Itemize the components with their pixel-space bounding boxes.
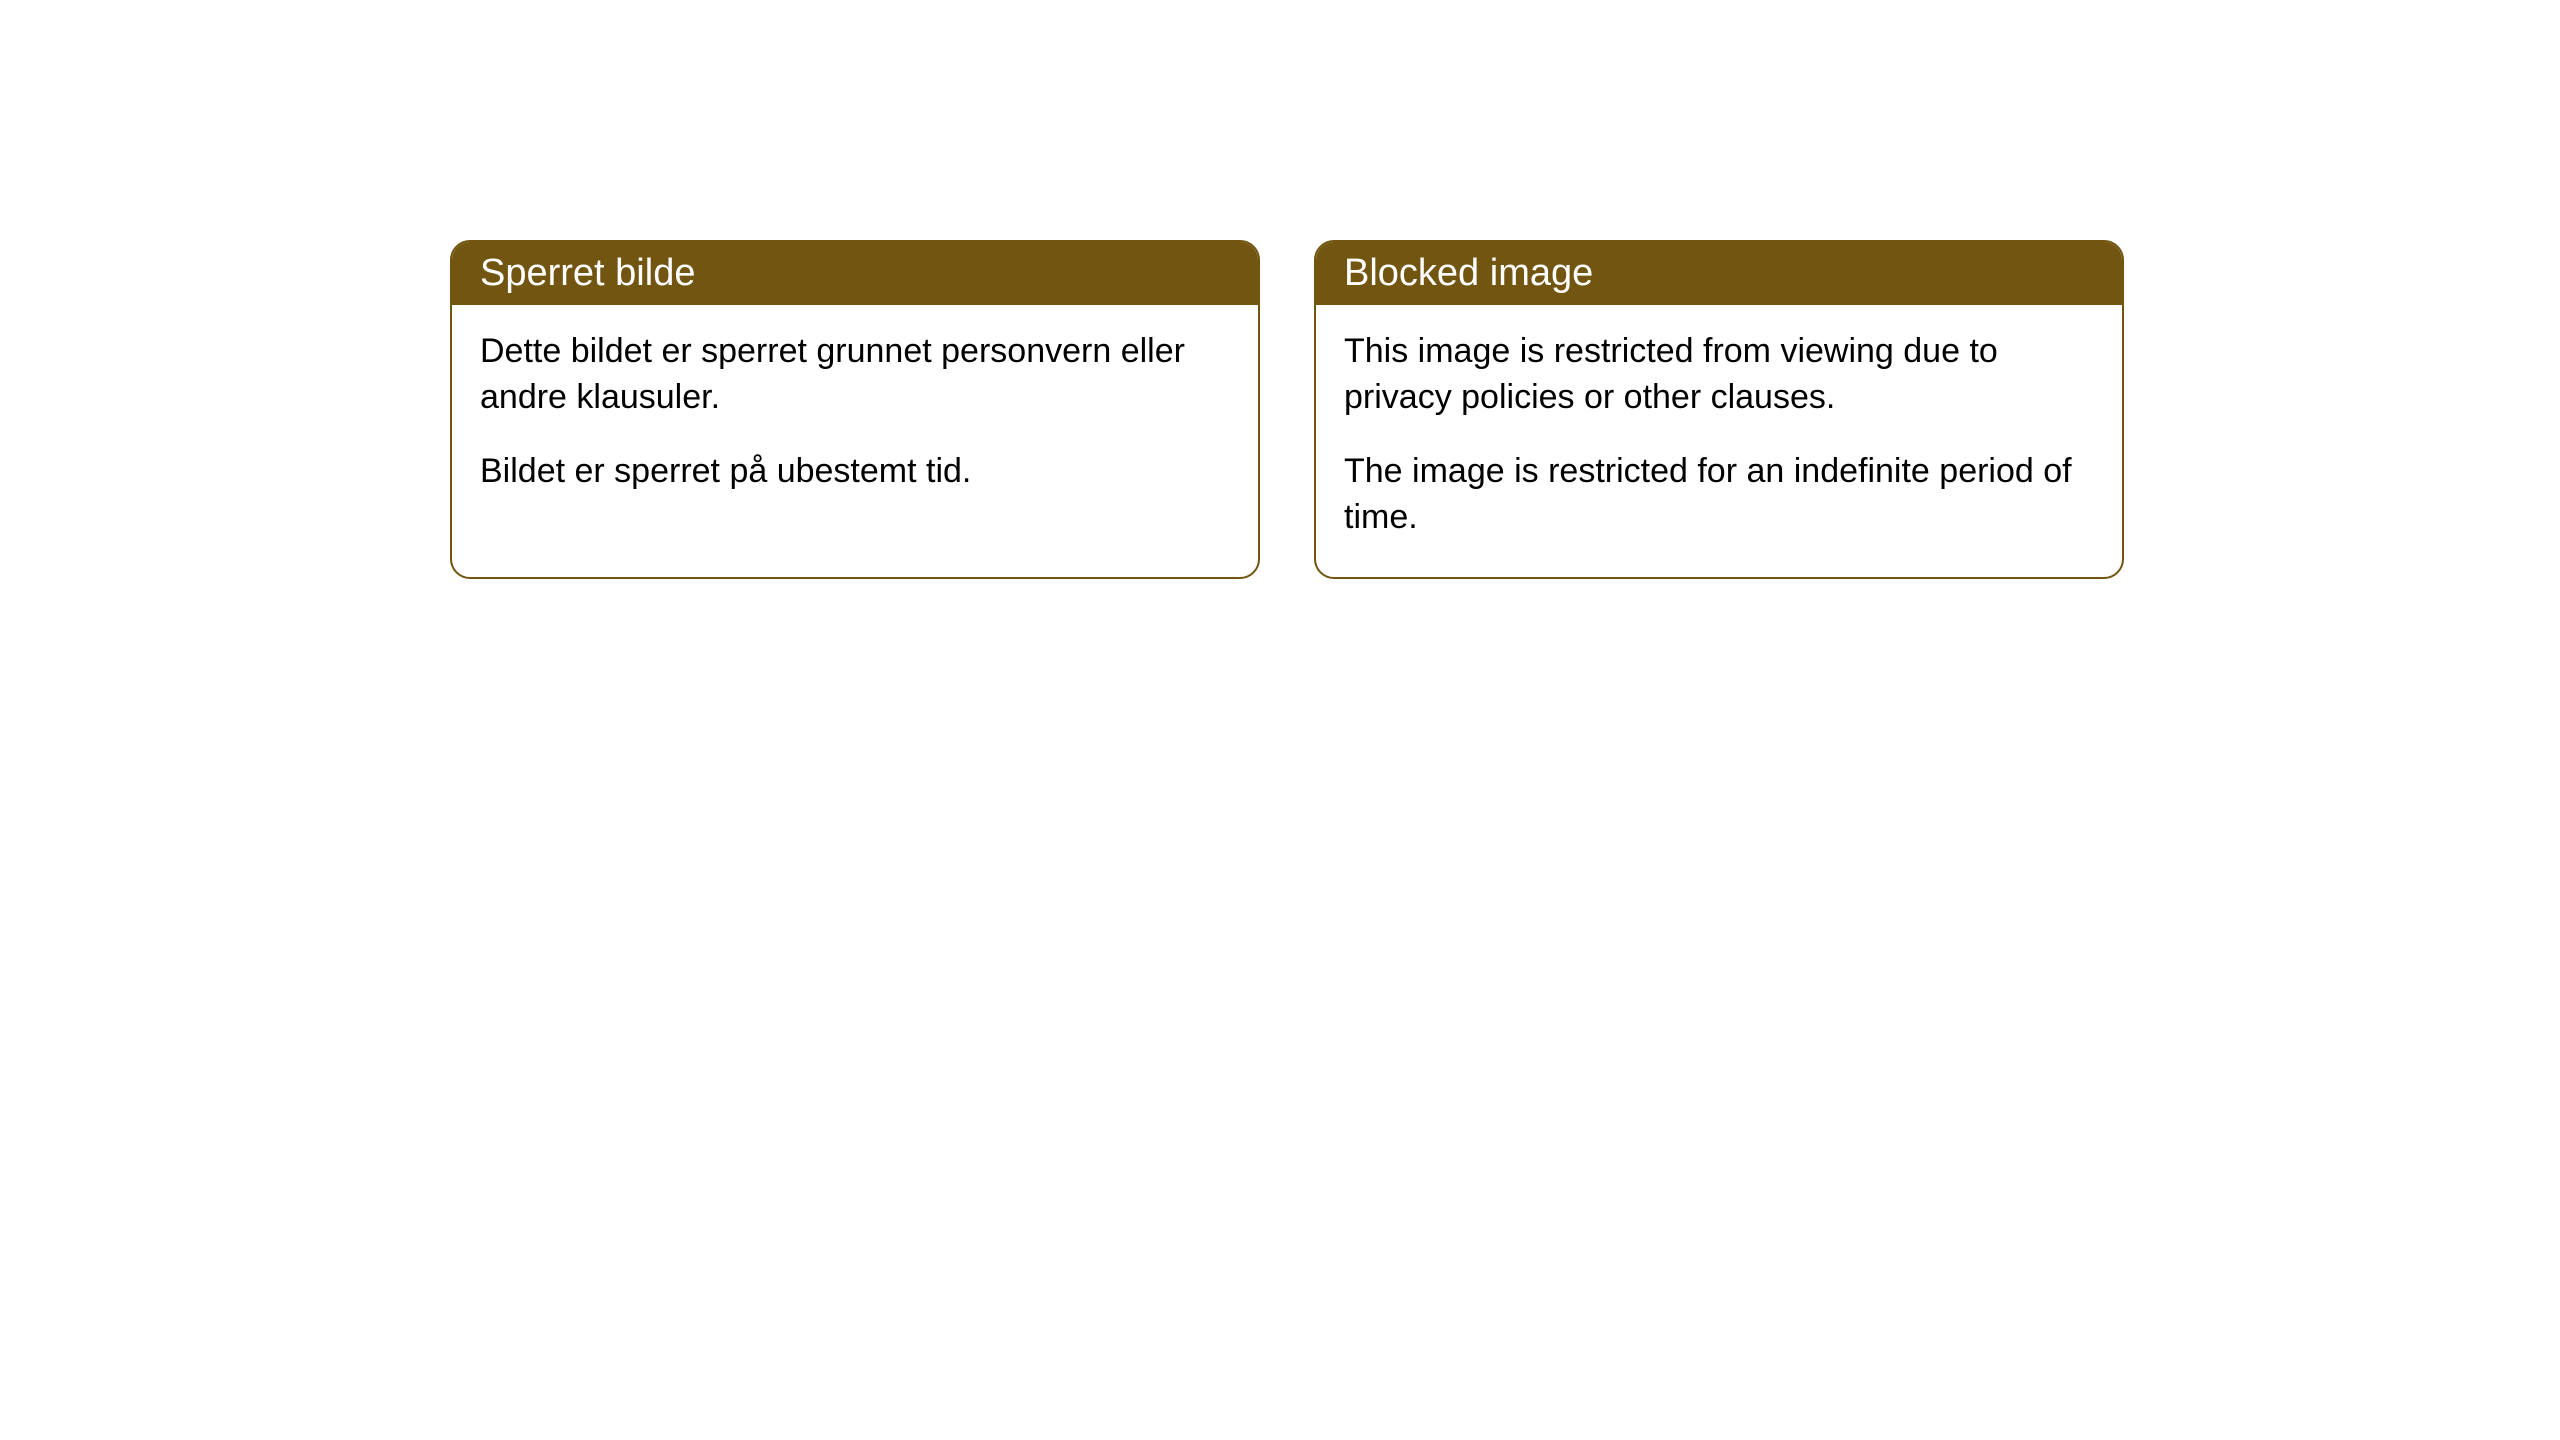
blocked-image-card-en: Blocked image This image is restricted f…: [1314, 240, 2124, 579]
card-header-en: Blocked image: [1316, 242, 2122, 305]
card-text-no-1: Dette bildet er sperret grunnet personve…: [480, 329, 1230, 421]
card-title-no: Sperret bilde: [480, 252, 695, 294]
card-body-en: This image is restricted from viewing du…: [1316, 305, 2122, 577]
card-body-no: Dette bildet er sperret grunnet personve…: [452, 305, 1258, 531]
cards-container: Sperret bilde Dette bildet er sperret gr…: [450, 240, 2124, 579]
card-header-no: Sperret bilde: [452, 242, 1258, 305]
card-text-en-2: The image is restricted for an indefinit…: [1344, 449, 2094, 541]
card-text-no-2: Bildet er sperret på ubestemt tid.: [480, 449, 1230, 495]
blocked-image-card-no: Sperret bilde Dette bildet er sperret gr…: [450, 240, 1260, 579]
card-title-en: Blocked image: [1344, 252, 1593, 294]
card-text-en-1: This image is restricted from viewing du…: [1344, 329, 2094, 421]
